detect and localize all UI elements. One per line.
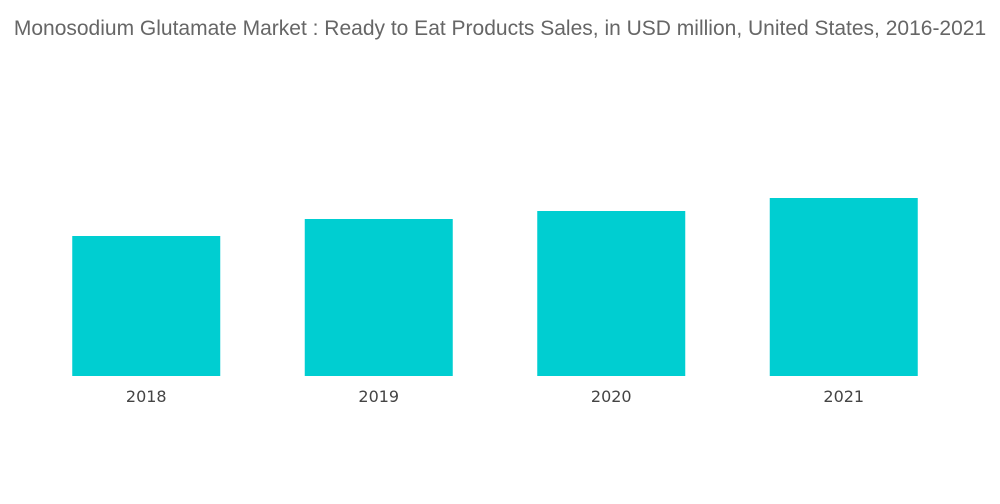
x-tick-label-2018: 2018 [126, 387, 167, 406]
bar-2020 [537, 211, 686, 376]
bars-group [72, 198, 918, 376]
bar-2019 [304, 219, 453, 376]
x-tick-label-2020: 2020 [591, 387, 632, 406]
x-tick-label-2021: 2021 [823, 387, 864, 406]
x-tick-label-2019: 2019 [358, 387, 399, 406]
bar-2021 [769, 198, 918, 376]
chart-title: Monosodium Glutamate Market : Ready to E… [13, 17, 987, 40]
bar-2018 [72, 236, 221, 376]
x-tick-labels: 2018 2019 2020 2021 [126, 387, 864, 406]
